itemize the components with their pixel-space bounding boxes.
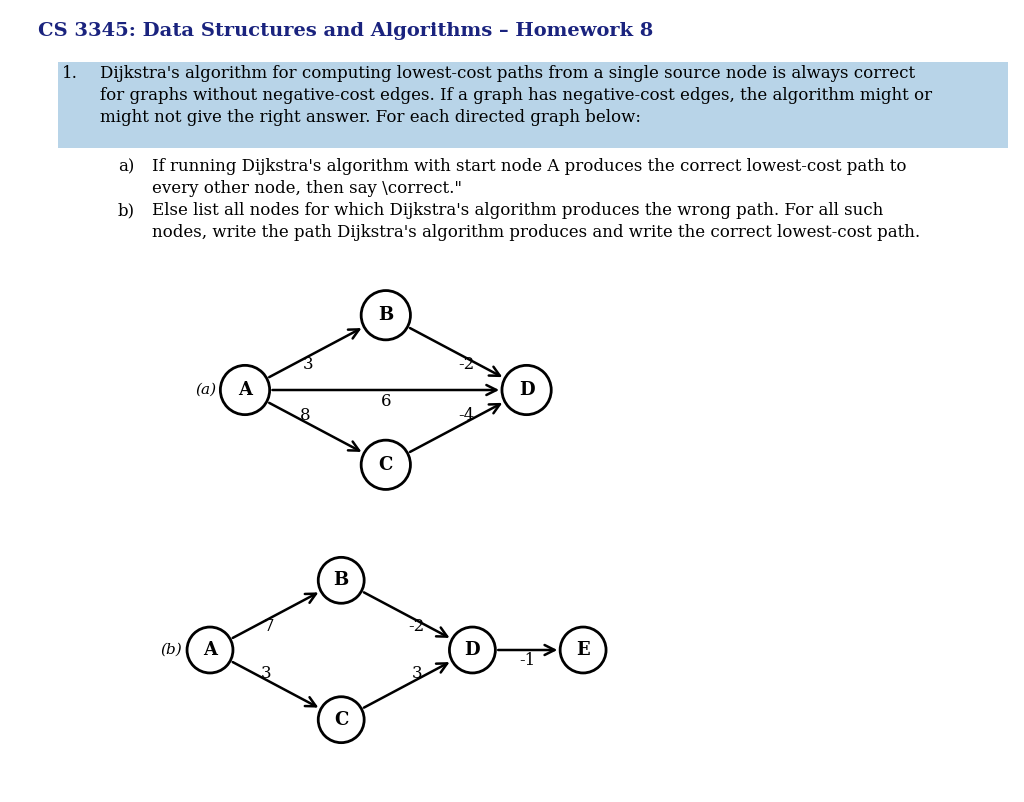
Text: 7: 7: [264, 618, 274, 635]
Text: Dijkstra's algorithm for computing lowest-cost paths from a single source node i: Dijkstra's algorithm for computing lowes…: [100, 65, 915, 82]
Circle shape: [560, 627, 606, 673]
Text: for graphs without negative-cost edges. If a graph has negative-cost edges, the : for graphs without negative-cost edges. …: [100, 87, 932, 104]
Text: nodes, write the path Dijkstra's algorithm produces and write the correct lowest: nodes, write the path Dijkstra's algorit…: [152, 224, 921, 241]
Text: 1.: 1.: [62, 65, 78, 82]
Text: 3: 3: [260, 665, 271, 682]
Text: might not give the right answer. For each directed graph below:: might not give the right answer. For eac…: [100, 109, 641, 126]
Text: b): b): [118, 202, 135, 219]
Text: 3: 3: [412, 665, 422, 682]
Circle shape: [220, 366, 269, 415]
Circle shape: [318, 697, 365, 743]
Text: -4: -4: [459, 407, 475, 423]
Text: If running Dijkstra's algorithm with start node A produces the correct lowest-co: If running Dijkstra's algorithm with sta…: [152, 158, 906, 175]
Text: C: C: [379, 456, 393, 474]
Text: every other node, then say \correct.": every other node, then say \correct.": [152, 180, 462, 197]
Circle shape: [450, 627, 496, 673]
Circle shape: [361, 440, 411, 489]
Text: A: A: [238, 381, 252, 399]
Text: B: B: [334, 571, 349, 589]
Text: a): a): [118, 158, 134, 175]
Text: (a): (a): [195, 383, 216, 397]
Text: B: B: [378, 306, 393, 324]
Text: -2: -2: [409, 618, 425, 635]
Text: A: A: [203, 641, 217, 659]
Text: 3: 3: [303, 356, 313, 374]
Text: Else list all nodes for which Dijkstra's algorithm produces the wrong path. For : Else list all nodes for which Dijkstra's…: [152, 202, 884, 219]
Text: D: D: [519, 381, 535, 399]
Circle shape: [187, 627, 233, 673]
Text: (b): (b): [160, 643, 181, 657]
Text: E: E: [577, 641, 590, 659]
Text: CS 3345: Data Structures and Algorithms – Homework 8: CS 3345: Data Structures and Algorithms …: [38, 22, 653, 40]
Text: 6: 6: [381, 393, 391, 410]
Circle shape: [318, 557, 365, 603]
Text: C: C: [334, 711, 348, 729]
Text: -2: -2: [459, 356, 475, 374]
Circle shape: [502, 366, 551, 415]
Text: -1: -1: [519, 652, 536, 669]
FancyBboxPatch shape: [58, 62, 1008, 148]
Text: D: D: [465, 641, 480, 659]
Text: 8: 8: [300, 407, 310, 423]
Circle shape: [361, 290, 411, 340]
